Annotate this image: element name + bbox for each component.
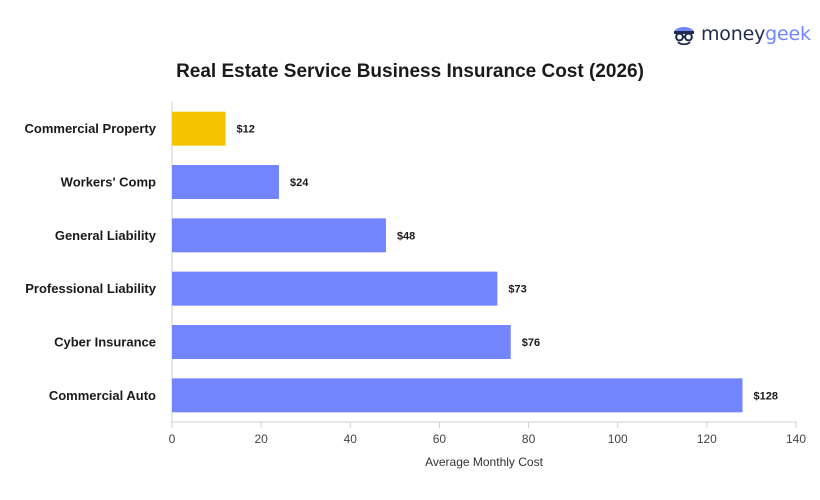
geek-face-logo-icon [674, 27, 694, 46]
bar [172, 271, 498, 306]
value-label: $24 [290, 177, 309, 189]
value-label: $48 [397, 230, 415, 242]
bar [172, 111, 226, 146]
x-tick-label: 100 [608, 432, 628, 446]
category-label: Professional Liability [25, 281, 157, 296]
x-tick-label: 20 [254, 432, 268, 446]
x-tick-label: 80 [522, 432, 536, 446]
category-label: Workers' Comp [61, 175, 156, 190]
value-label: $12 [236, 124, 254, 136]
value-label: $73 [508, 284, 526, 296]
value-label: $128 [754, 390, 778, 402]
chart-title: Real Estate Service Business Insurance C… [176, 61, 644, 82]
value-label: $76 [522, 337, 540, 349]
category-label: Commercial Auto [49, 388, 156, 403]
category-label: General Liability [55, 228, 157, 243]
moneygeek-logo: moneygeek [672, 21, 811, 47]
x-tick-label: 40 [344, 432, 358, 446]
bar [172, 325, 511, 359]
bar [172, 165, 279, 199]
bar [172, 218, 386, 253]
category-label: Cyber Insurance [54, 335, 156, 350]
x-tick-label: 0 [169, 432, 176, 446]
bar [172, 378, 743, 413]
logo-text-money: money [701, 22, 766, 45]
logo-text-geek: geek [765, 22, 811, 45]
x-tick-label: 140 [786, 432, 806, 446]
x-tick-label: 60 [433, 432, 447, 446]
category-label: Commercial Property [25, 121, 157, 136]
x-axis-title: Average Monthly Cost [425, 455, 543, 469]
x-tick-label: 120 [697, 432, 717, 446]
